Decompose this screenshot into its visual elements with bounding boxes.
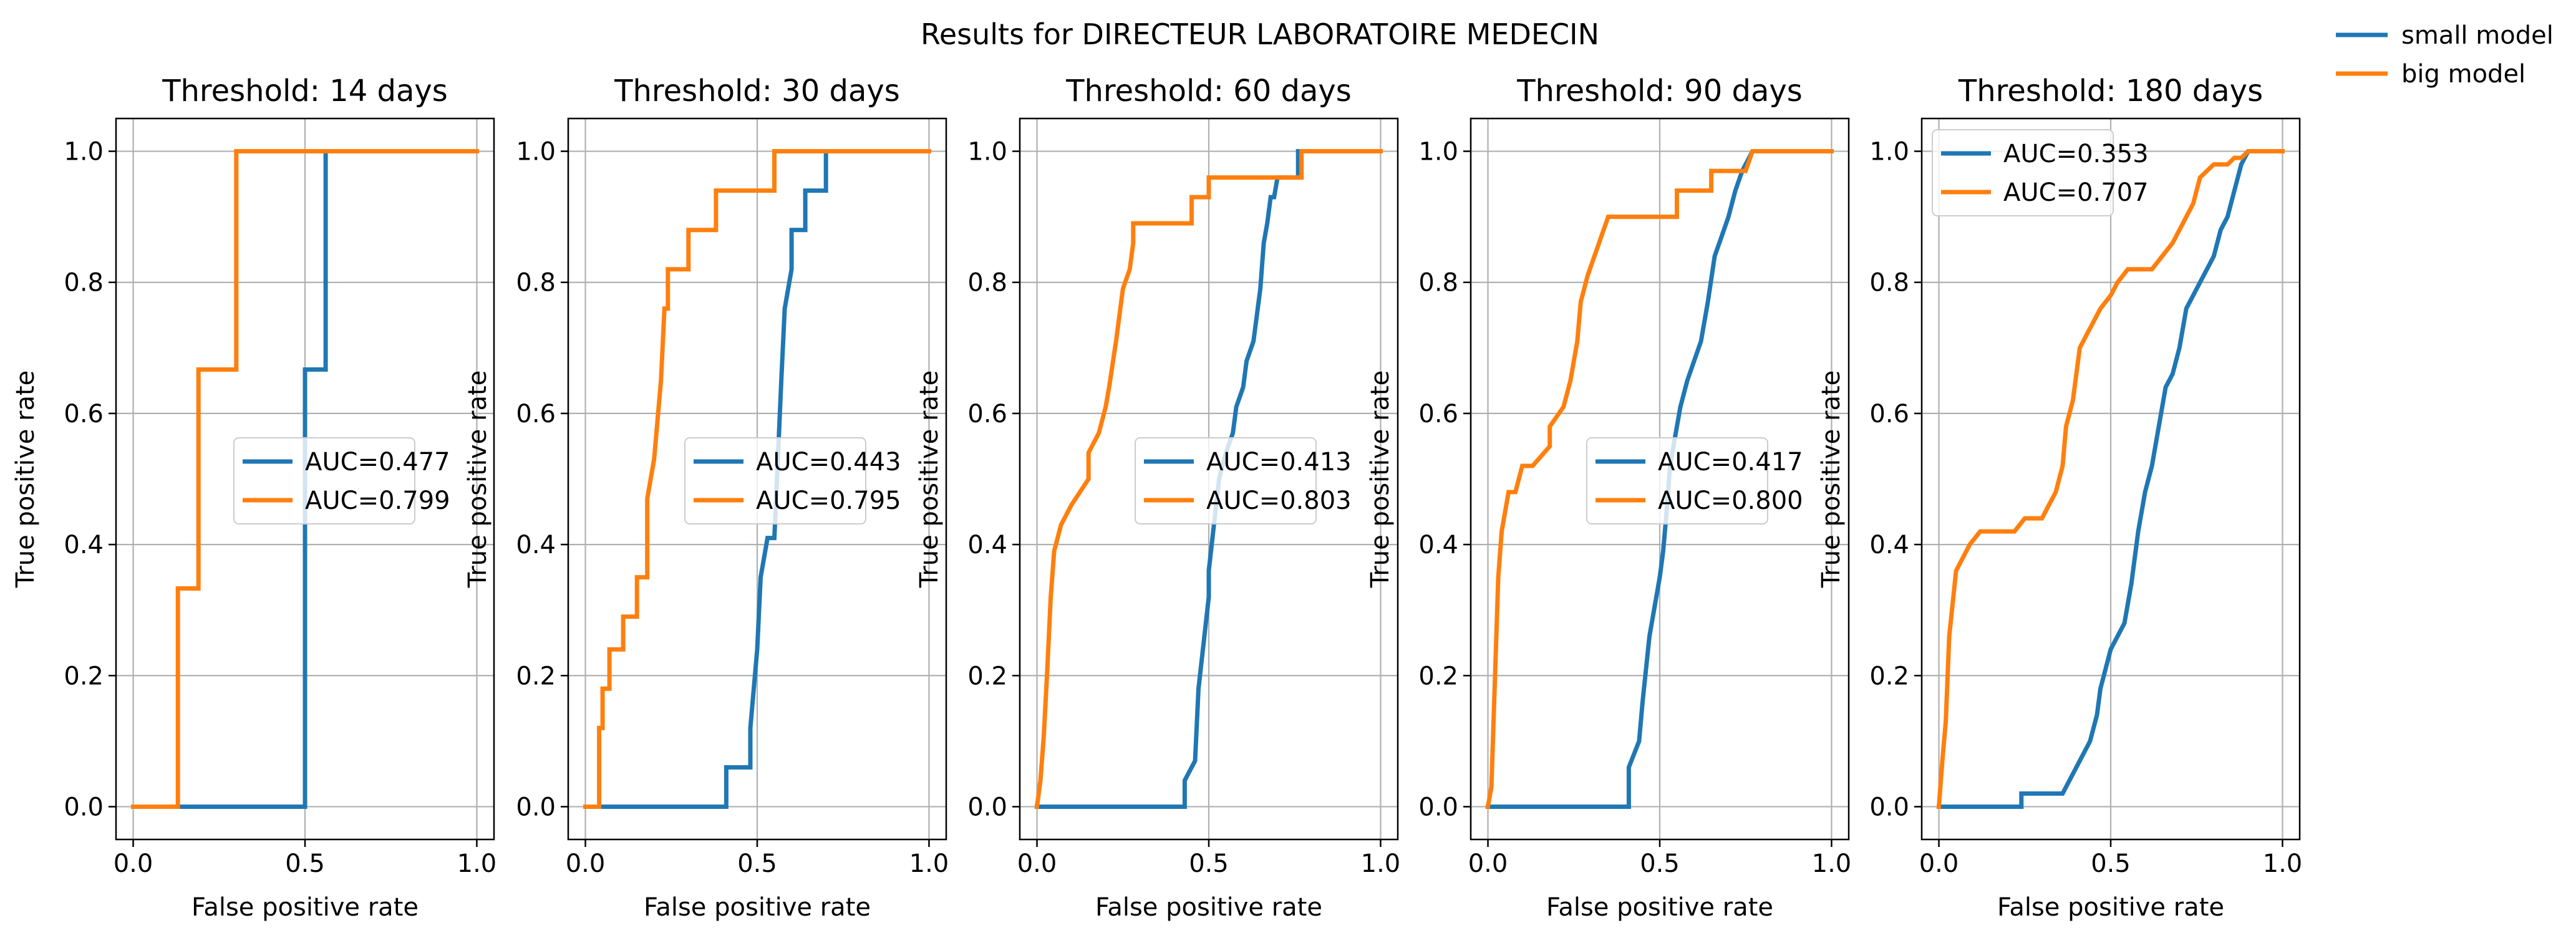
panel-legend: AUC=0.477 AUC=0.799 <box>233 437 450 525</box>
panels: 0.0 0.5 1.0 0.0 0.2 0.4 0.6 0.8 1.0 Threshold: 14… <box>11 74 2302 922</box>
panel-legend: AUC=0.417 AUC=0.800 <box>1586 437 1803 525</box>
y-tick-label: 0.4 <box>64 531 104 559</box>
x-tick-label: 0.0 <box>566 849 606 878</box>
y-tick-label: 0.4 <box>516 531 556 559</box>
legend-label: AUC=0.417 <box>1658 448 1803 476</box>
legend-label: AUC=0.800 <box>1658 486 1803 515</box>
legend-label: AUC=0.477 <box>305 448 450 476</box>
chart-panel-1: 0.0 0.5 1.0 0.0 0.2 0.4 0.6 0.8 1.0 Threshold: 14… <box>11 74 496 922</box>
series-line-big-model <box>583 149 931 809</box>
y-tick-label: 0.0 <box>967 793 1007 821</box>
y-axis-label: True positive rate <box>1366 370 1395 589</box>
x-axis-label: False positive rate <box>191 893 419 922</box>
y-tick-label: 0.6 <box>1418 400 1458 428</box>
y-tick-label: 0.6 <box>64 400 104 428</box>
panel-title: Threshold: 60 days <box>1065 74 1352 109</box>
x-axis-label: False positive rate <box>1997 893 2224 922</box>
panel-title: Threshold: 180 days <box>1958 74 2263 109</box>
legend-label: AUC=0.799 <box>305 486 450 515</box>
y-tick-label: 0.2 <box>516 662 556 690</box>
chart-panel-2: 0.0 0.5 1.0 0.0 0.2 0.4 0.6 0.8 1.0 Threshold: 30… <box>463 74 949 922</box>
y-tick-label: 0.2 <box>1869 662 1909 690</box>
y-tick-label: 0.0 <box>516 793 556 821</box>
series-line-small-model <box>1486 149 1834 809</box>
x-tick-label: 0.5 <box>737 849 777 878</box>
panel-legend: AUC=0.413 AUC=0.803 <box>1135 437 1352 525</box>
y-tick-label: 0.8 <box>516 269 556 297</box>
panel-title: Threshold: 90 days <box>1516 74 1803 109</box>
panel-title: Threshold: 14 days <box>162 74 448 109</box>
chart-panel-4: 0.0 0.5 1.0 0.0 0.2 0.4 0.6 0.8 1.0 Threshold: 90… <box>1366 74 1851 922</box>
panel-legend: AUC=0.353 AUC=0.707 <box>1932 129 2149 216</box>
y-axis-label: True positive rate <box>463 370 492 589</box>
y-axis-label: True positive rate <box>915 370 944 589</box>
y-tick-label: 0.6 <box>1869 400 1909 428</box>
series-line-big-model <box>1034 149 1383 810</box>
series-line-small-model <box>1035 149 1383 809</box>
figure-title: Results for DIRECTEUR LABORATOIRE MEDECI… <box>921 17 1599 51</box>
x-tick-label: 0.0 <box>1017 849 1057 878</box>
x-tick-label: 1.0 <box>1361 849 1401 878</box>
chart-panel-3: 0.0 0.5 1.0 0.0 0.2 0.4 0.6 0.8 1.0 Threshold: 60… <box>915 74 1400 922</box>
y-tick-label: 1.0 <box>516 138 556 167</box>
x-tick-label: 0.5 <box>1189 849 1229 878</box>
x-axis-label: False positive rate <box>1546 893 1773 922</box>
y-tick-label: 0.2 <box>1418 662 1458 690</box>
legend-label: AUC=0.795 <box>756 486 901 515</box>
y-tick-label: 0.6 <box>516 400 556 428</box>
y-tick-label: 0.0 <box>1869 793 1909 821</box>
series-line-big-model <box>1485 149 1834 810</box>
y-tick-label: 0.8 <box>1418 269 1458 297</box>
legend-label: AUC=0.443 <box>756 448 901 476</box>
y-tick-label: 0.2 <box>967 662 1007 690</box>
y-axis-label: True positive rate <box>11 370 40 589</box>
y-tick-label: 0.8 <box>64 269 104 297</box>
x-tick-label: 0.0 <box>114 849 153 878</box>
y-tick-label: 1.0 <box>1869 138 1909 167</box>
panel-title: Threshold: 30 days <box>614 74 900 109</box>
y-tick-label: 1.0 <box>967 138 1007 167</box>
legend-label: AUC=0.707 <box>2003 178 2149 207</box>
x-tick-label: 0.5 <box>1640 849 1680 878</box>
y-tick-label: 0.8 <box>1869 269 1909 297</box>
x-tick-label: 1.0 <box>909 849 949 878</box>
y-tick-label: 0.6 <box>967 400 1007 428</box>
y-tick-label: 0.4 <box>1869 531 1909 559</box>
figure-legend: small model big model <box>2336 21 2554 89</box>
figure-legend-label: big model <box>2401 60 2525 89</box>
y-tick-label: 0.0 <box>1418 793 1458 821</box>
panel-legend: AUC=0.443 AUC=0.795 <box>684 437 901 525</box>
legend-label: AUC=0.353 <box>2003 140 2149 168</box>
x-tick-label: 0.5 <box>285 849 325 878</box>
legend-label: AUC=0.803 <box>1206 486 1352 515</box>
y-tick-label: 0.2 <box>64 662 104 690</box>
y-tick-label: 0.4 <box>1418 531 1458 559</box>
x-tick-label: 1.0 <box>457 849 497 878</box>
x-tick-label: 0.0 <box>1919 849 1959 878</box>
y-tick-label: 0.0 <box>64 793 104 821</box>
x-tick-label: 0.5 <box>2091 849 2131 878</box>
series-line-small-model <box>583 149 931 809</box>
x-axis-label: False positive rate <box>1095 893 1322 922</box>
y-tick-label: 0.8 <box>967 269 1007 297</box>
series-line-big-model <box>131 149 479 809</box>
x-tick-label: 1.0 <box>2263 849 2303 878</box>
chart-panel-5: 0.0 0.5 1.0 0.0 0.2 0.4 0.6 0.8 1.0 Threshold: 18… <box>1817 74 2302 922</box>
legend-label: AUC=0.413 <box>1206 448 1352 476</box>
y-tick-label: 0.4 <box>967 531 1007 559</box>
series-line-small-model <box>1937 149 2285 809</box>
x-tick-label: 1.0 <box>1812 849 1852 878</box>
series-line-big-model <box>1936 149 2285 810</box>
x-axis-label: False positive rate <box>644 893 871 922</box>
y-tick-label: 1.0 <box>1418 138 1458 167</box>
y-tick-label: 1.0 <box>64 138 104 167</box>
x-tick-label: 0.0 <box>1468 849 1508 878</box>
figure-legend-label: small model <box>2401 21 2554 50</box>
y-axis-label: True positive rate <box>1817 370 1846 589</box>
